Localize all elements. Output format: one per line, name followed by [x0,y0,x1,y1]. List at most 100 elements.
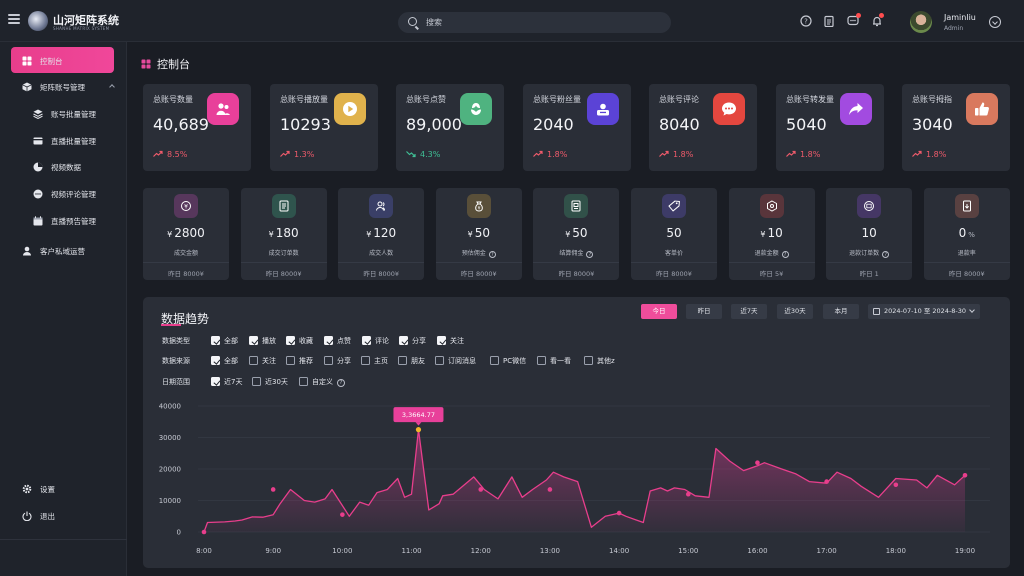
checkbox-box[interactable] [435,356,444,365]
trend-up-icon [912,150,922,157]
data-point[interactable] [962,473,968,478]
range-button[interactable]: 近7天 [731,304,767,319]
checkbox-box[interactable] [324,356,333,365]
sidebar-item-settings[interactable]: 设置 [0,482,127,498]
stat-value: 10293 [280,115,331,134]
metric-currency: ¥ [268,230,274,239]
metric-number: 50 [572,226,588,240]
data-point[interactable] [824,479,829,484]
metric-value: ¥50 [436,226,522,240]
sidebar-item-matrix-accounts[interactable]: 矩阵账号管理 [0,80,127,96]
data-point[interactable] [415,427,422,433]
data-point[interactable] [755,460,760,465]
help-icon[interactable]: ? [488,251,496,258]
checkbox-box[interactable] [286,356,295,365]
search-input[interactable] [426,15,656,30]
metric-label-text: 成交人数 [369,250,394,257]
metric-label: 退款订单数? [826,248,912,258]
search-icon [408,17,417,26]
range-button[interactable]: 本月 [823,304,859,319]
message-icon[interactable] [847,15,859,27]
metric-label: 成交人数 [338,248,424,257]
metric-divider [923,262,1010,263]
sidebar-item-account-batch[interactable]: 账号批量管理 [0,107,127,123]
dashboard-icon [141,59,151,69]
sidebar-divider [0,539,127,540]
sidebar-item-video-comments[interactable]: 视频评论管理 [0,187,127,203]
help-icon[interactable]: ? [781,251,789,258]
data-point[interactable] [478,487,484,492]
sidebar-item-private-domain[interactable]: 客户私域运营 [0,244,127,260]
checkbox-box[interactable] [249,336,258,345]
checkbox-box[interactable] [299,377,308,386]
checkbox-box[interactable] [252,377,261,386]
checkbox-label: 点赞 [337,337,351,345]
help-icon[interactable]: ? [882,251,890,258]
metric-unit: % [968,231,975,239]
help-icon[interactable]: ? [800,15,812,27]
checkbox-label: 看一看 [550,357,571,365]
checkbox-box[interactable] [399,336,408,345]
sidebar-item-dashboard-content[interactable]: 控制台 [0,54,127,70]
checkbox-box[interactable] [490,356,499,365]
checkbox-box[interactable] [362,336,371,345]
trend-chart: 0 10000 20000 30000 40000 8:00 9:00 10:00 11:00 1… [159,403,990,555]
tag-icon [662,194,686,218]
metric-label: 预估佣金? [436,248,522,258]
avatar[interactable] [910,11,932,33]
search-bar[interactable] [398,12,671,33]
metric-currency: ¥ [167,230,173,239]
stat-trend: 4.3% [406,150,440,159]
power-icon [22,511,32,521]
date-range-picker[interactable]: 2024-07-10 至 2024-8-30 [868,304,980,319]
users-icon [207,93,239,125]
checkbox-box[interactable] [437,336,446,345]
range-button[interactable]: 近30天 [777,304,813,319]
checkbox-label: 近7天 [224,378,243,386]
data-point[interactable] [893,482,899,488]
chevron-down-icon[interactable] [989,16,1001,28]
comment-icon [33,189,43,199]
help-icon[interactable]: ? [586,251,594,258]
data-point[interactable] [547,487,553,492]
x-tick-label: 11:00 [401,547,421,555]
checkbox-box[interactable] [584,356,593,365]
tooltip-pointer [415,422,422,426]
data-point[interactable] [201,529,207,535]
stat-trend-value: 1.8% [926,150,947,159]
metric-footer: 昨日 5¥ [759,270,784,278]
metric-label: 退款金额? [729,248,815,258]
data-point[interactable] [616,510,622,516]
data-point[interactable] [685,491,691,497]
checkbox-box[interactable] [398,356,407,365]
checkbox-box[interactable] [537,356,546,365]
svg-text:¥: ¥ [477,206,480,212]
clipboard-icon[interactable] [823,15,835,27]
metric-label-text: 预估佣金 [461,250,486,257]
sidebar-item-live-batch[interactable]: 直播批量管理 [0,134,127,150]
y-tick-label: 40000 [159,403,181,411]
sidebar-item-video-data[interactable]: 视频数据 [0,160,127,176]
stat-trend-value: 1.3% [294,150,315,159]
bell-icon[interactable] [871,15,883,27]
checkbox-box[interactable] [211,336,220,345]
checkbox-box[interactable] [286,336,295,345]
data-point[interactable] [340,512,345,517]
checkbox-box[interactable] [324,336,333,345]
metric-currency: ¥ [467,230,473,239]
menu-toggle-icon[interactable] [8,14,20,24]
sidebar-item-logout[interactable]: 退出 [0,509,127,525]
y-tick-label: 30000 [159,434,181,442]
trend-title: 数据趋势 [161,312,210,326]
metric-label-text: 退款率 [957,250,976,257]
checkbox-box[interactable] [211,377,220,386]
range-button[interactable]: 昨日 [686,304,722,319]
checkbox-box[interactable] [361,356,370,365]
help-icon[interactable]: ? [337,379,345,387]
metric-divider [631,262,717,263]
range-button[interactable]: 今日 [641,304,677,319]
sidebar-item-live-preview[interactable]: 直播预告管理 [0,214,127,230]
checkbox-box[interactable] [249,356,258,365]
data-point[interactable] [270,487,276,492]
checkbox-box[interactable] [211,356,220,365]
